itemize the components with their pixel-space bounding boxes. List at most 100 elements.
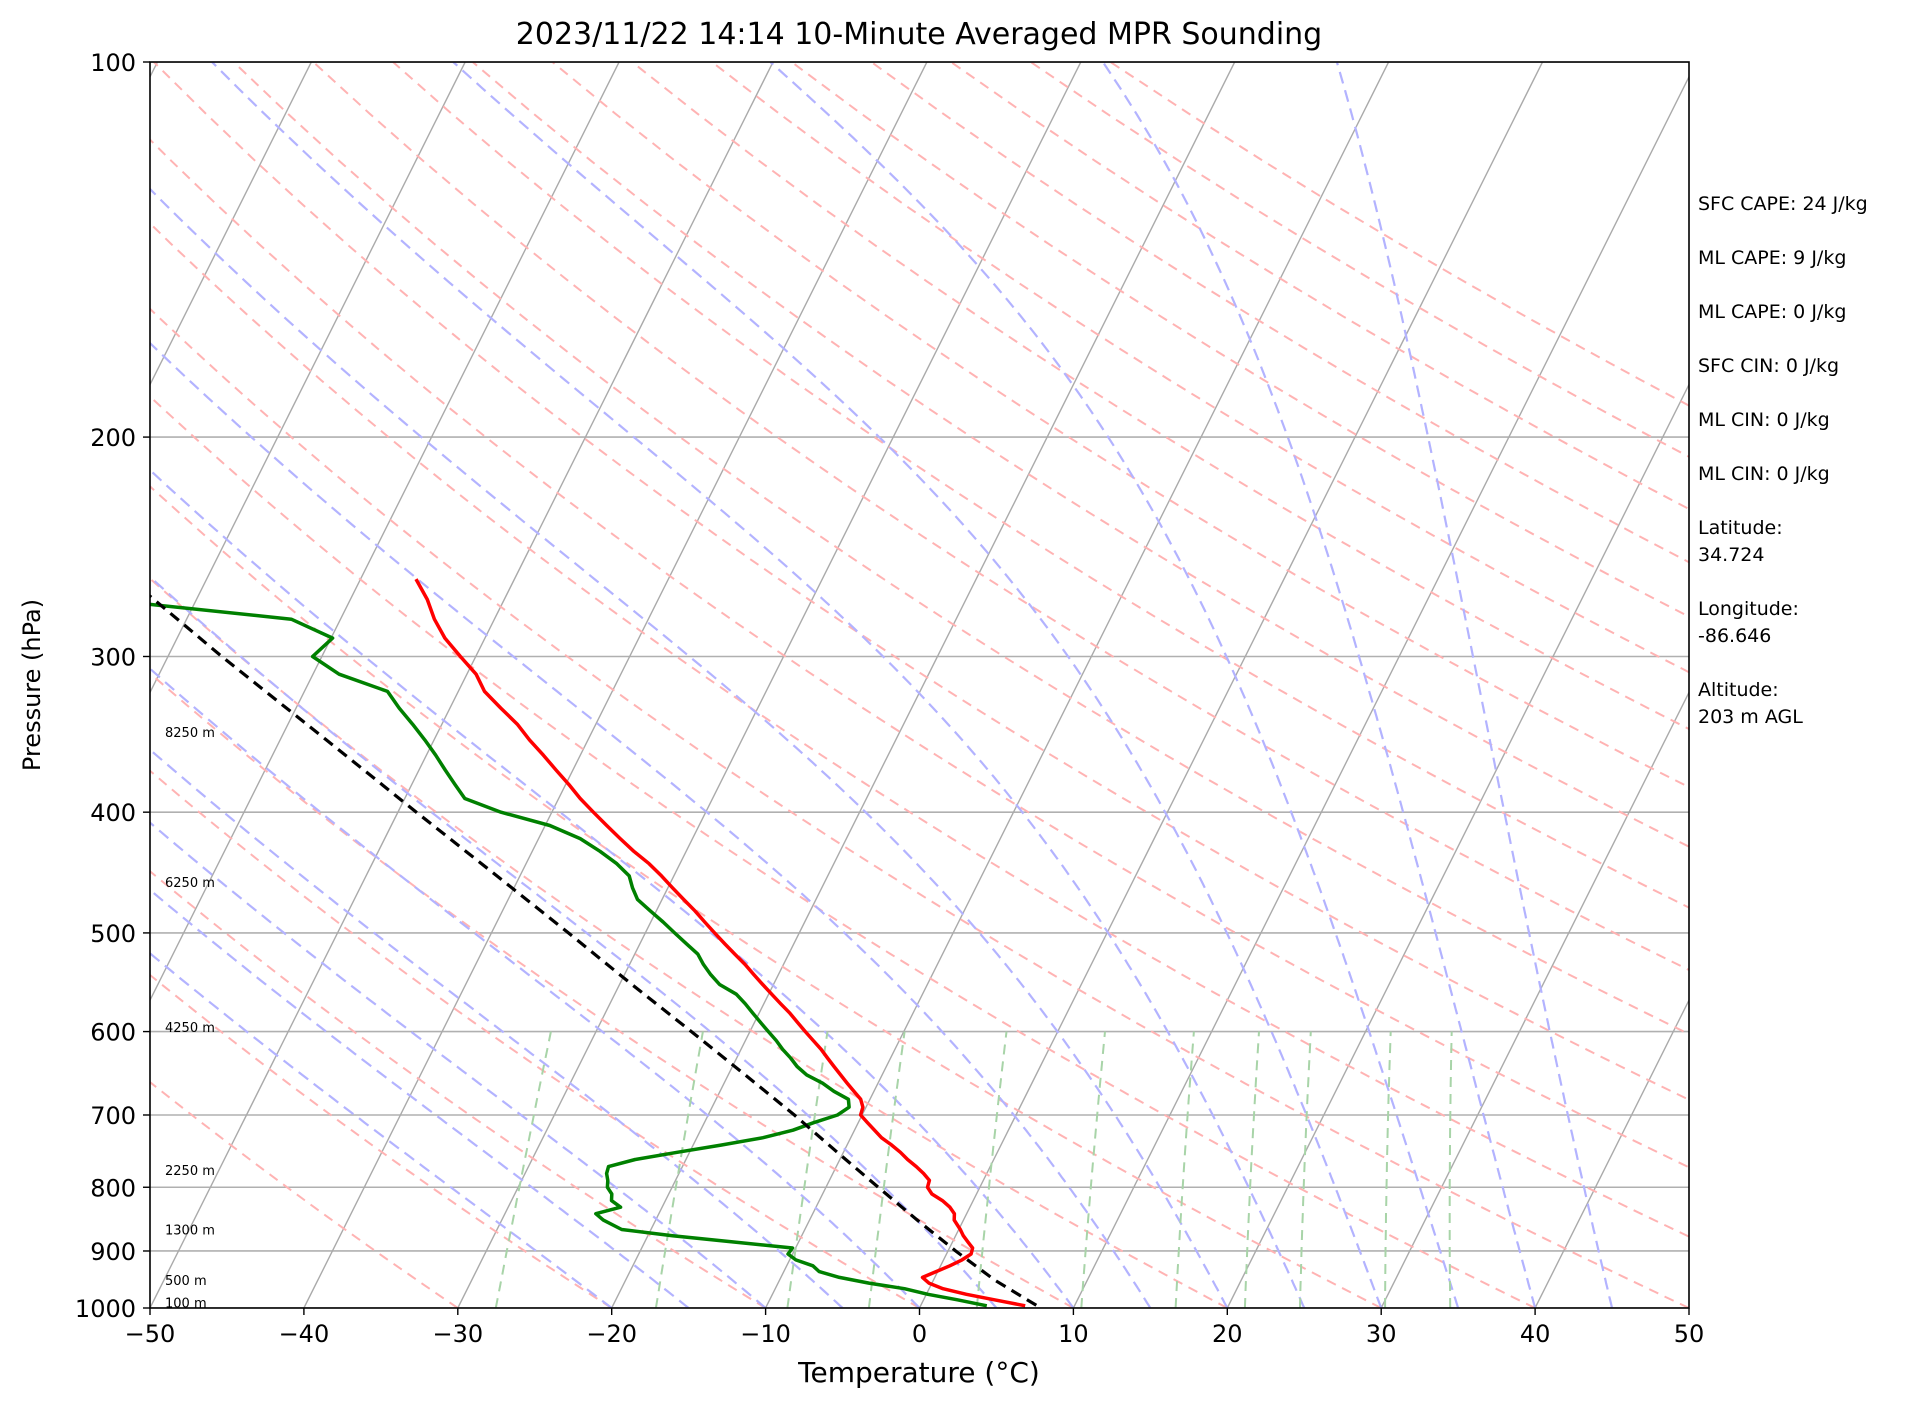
x-tick-label: 40 — [1520, 1320, 1551, 1348]
plot-frame — [149, 61, 1690, 1309]
moist-adiabat-line — [1101, 62, 1537, 1308]
isotherm-line — [1534, 998, 1689, 1308]
dewpoint-line — [150, 602, 988, 1308]
height-label: 8250 m — [165, 726, 215, 741]
moist-adiabat-line — [150, 748, 844, 1308]
y-tick-label: 800 — [90, 1174, 136, 1202]
x-tick-label: 30 — [1366, 1320, 1397, 1348]
info-annotation: SFC CIN: 0 J/kg — [1698, 355, 1839, 377]
isotherm-line — [1380, 690, 1689, 1308]
info-annotation: ML CAPE: 9 J/kg — [1698, 247, 1846, 269]
info-annotation-line: ML CAPE: 0 J/kg — [1698, 301, 1846, 323]
dry-adiabat-line — [150, 138, 1689, 1169]
info-annotation: ML CAPE: 0 J/kg — [1698, 301, 1846, 323]
dry-adiabat-line — [791, 62, 1689, 618]
dry-adiabat-line — [150, 973, 613, 1308]
info-annotation: ML CIN: 0 J/kg — [1698, 409, 1830, 431]
isotherm-line — [457, 62, 1082, 1308]
height-label: 100 m — [165, 1297, 207, 1312]
info-annotation: Latitude: 34.724 — [1698, 517, 1783, 566]
height-label: 4250 m — [165, 1021, 215, 1036]
dry-adiabat-line — [150, 769, 921, 1308]
dry-adiabat-line — [150, 671, 1074, 1308]
dry-adiabat-line — [711, 62, 1689, 674]
moist-adiabat-line — [150, 187, 1229, 1308]
mixing-ratio-line — [1448, 1031, 1453, 1308]
info-annotation: Longitude: -86.646 — [1698, 598, 1799, 647]
y-tick-label: 400 — [90, 799, 136, 827]
info-annotation-line: 34.724 — [1698, 544, 1764, 566]
dry-adiabat-line — [312, 62, 1689, 972]
y-tick-label: 100 — [90, 49, 136, 77]
height-label: 500 m — [165, 1274, 207, 1289]
height-label: 2250 m — [165, 1164, 215, 1179]
y-tick-label: 600 — [90, 1019, 136, 1047]
isotherm-line — [611, 62, 1236, 1308]
dry-adiabat-line — [150, 395, 1536, 1308]
mixing-ratio-line — [1080, 1031, 1106, 1308]
isotherm-line — [1843, 62, 1907, 1308]
info-annotation-line: ML CIN: 0 J/kg — [1698, 463, 1830, 485]
temperature-line — [414, 578, 1026, 1308]
dry-adiabat-line — [150, 307, 1689, 1308]
moist-adiabat-line — [150, 341, 1152, 1308]
x-tick-label: −50 — [125, 1320, 176, 1348]
axes-text: −50 −40 −30 −20 −10 0 10 20 30 40 50 1000 900 800 700 6… — [75, 49, 1704, 1348]
info-panel: SFC CAPE: 24 J/kg ML CAPE: 9 J/kg ML CAPE:… — [1698, 193, 1868, 728]
moist-adiabat-line — [150, 888, 690, 1308]
height-label: 1300 m — [165, 1224, 215, 1239]
dry-adiabat-line — [150, 221, 1689, 1238]
isotherm-line — [150, 62, 620, 1002]
sounding-lines — [150, 578, 1038, 1308]
info-annotation-line: SFC CIN: 0 J/kg — [1698, 355, 1839, 377]
mixing-ratio-line — [1299, 1031, 1312, 1308]
dry-adiabat-line — [150, 1080, 459, 1308]
info-annotation-line: Latitude: — [1698, 517, 1783, 539]
background-lines — [0, 62, 1907, 1308]
info-annotation-line: -86.646 — [1698, 625, 1771, 647]
moist-adiabat-line — [452, 62, 1383, 1308]
info-annotation: SFC CAPE: 24 J/kg — [1698, 193, 1868, 215]
mixing-ratio-line — [1174, 1031, 1195, 1308]
x-tick-label: −10 — [740, 1320, 791, 1348]
mixing-ratio-line — [654, 1031, 704, 1308]
y-tick-label: 900 — [90, 1238, 136, 1266]
x-tick-label: 20 — [1212, 1320, 1243, 1348]
y-axis-label: Pressure (hPa) — [18, 599, 46, 771]
info-annotation-line: Longitude: — [1698, 598, 1799, 620]
y-tick-label: 300 — [90, 643, 136, 671]
isotherm-line — [150, 62, 466, 694]
isotherm-line — [303, 62, 928, 1308]
mixing-ratio-line — [786, 1031, 829, 1308]
x-tick-label: 10 — [1058, 1320, 1089, 1348]
mixing-ratio-line — [1384, 1031, 1392, 1308]
dry-adiabat-line — [232, 62, 1689, 1036]
info-annotation-line: ML CIN: 0 J/kg — [1698, 409, 1830, 431]
x-tick-label: −40 — [279, 1320, 330, 1348]
height-label: 6250 m — [165, 876, 215, 891]
moist-adiabat-line — [1335, 62, 1614, 1308]
mixing-ratio-line — [1243, 1031, 1260, 1308]
info-annotation-line: ML CAPE: 9 J/kg — [1698, 247, 1846, 269]
y-tick-label: 500 — [90, 920, 136, 948]
isotherm-line — [150, 62, 312, 387]
info-annotation: Altitude: 203 m AGL — [1698, 679, 1803, 728]
moist-adiabat-line — [211, 62, 1306, 1308]
info-annotation: ML CIN: 0 J/kg — [1698, 463, 1830, 485]
dry-adiabat-line — [153, 62, 1689, 1101]
isotherm-line — [0, 62, 4, 1308]
y-tick-label: 1000 — [75, 1295, 136, 1323]
isotherm-line — [764, 62, 1390, 1308]
x-tick-label: 0 — [912, 1320, 927, 1348]
x-tick-label: −30 — [432, 1320, 483, 1348]
moist-adiabat-line — [150, 821, 767, 1308]
x-tick-label: 50 — [1674, 1320, 1705, 1348]
y-tick-label: 200 — [90, 424, 136, 452]
moist-adiabat-line — [150, 468, 1075, 1308]
isotherm-line — [1226, 383, 1689, 1308]
moist-adiabat-line — [150, 667, 921, 1308]
y-tick-label: 700 — [90, 1102, 136, 1130]
mixing-ratio-line — [975, 1031, 1008, 1308]
dry-adiabat-line — [150, 577, 1228, 1308]
